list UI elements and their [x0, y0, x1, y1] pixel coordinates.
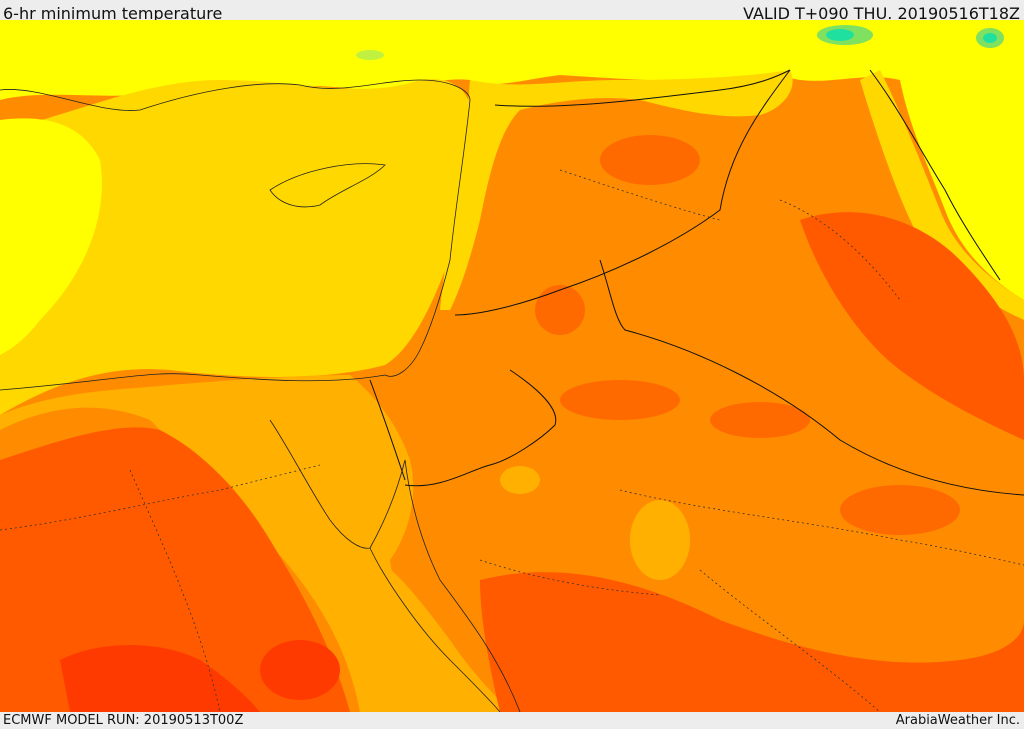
coast-red-sea-e	[404, 459, 521, 712]
border-iraq-saudi	[599, 259, 1024, 496]
header-bar	[0, 0, 1024, 20]
border-iraq-syria	[454, 69, 791, 316]
coast-gulf-suez	[269, 419, 406, 549]
field-teal-patch-2	[983, 33, 997, 43]
coast-red-sea-w	[369, 547, 501, 712]
field-dark-orange-blob-4	[600, 135, 700, 185]
field-gold-east	[860, 70, 1024, 320]
coastlines	[0, 79, 521, 712]
field-yellow-north	[0, 20, 1024, 121]
coast-turkey	[0, 79, 471, 111]
borders	[369, 69, 1024, 496]
field-green-patch-3	[356, 50, 384, 60]
field-light-orange-egypt	[0, 375, 440, 712]
valid-time: VALID T+090 THU. 20190516T18Z	[743, 4, 1020, 23]
border-iraq-iran	[869, 69, 1001, 281]
field-dark-orange-blob-1	[560, 380, 680, 420]
credit: ArabiaWeather Inc.	[895, 713, 1020, 728]
temperature-map	[0, 20, 1024, 712]
field-red-sea	[360, 550, 510, 712]
field-sea-gold	[0, 79, 470, 415]
model-run: ECMWF MODEL RUN: 20190513T00Z	[3, 713, 244, 728]
field-light-orange-blob-2	[500, 466, 540, 494]
border-jordan-saudi	[404, 369, 557, 487]
coast-cyprus	[269, 163, 386, 208]
coast-egypt	[0, 373, 386, 391]
field-red-egypt	[60, 645, 260, 712]
field-red-egypt-2	[260, 640, 340, 700]
field-dark-orange-saudi-s	[480, 572, 1024, 712]
field-light-orange-blob	[630, 500, 690, 580]
field-yellow-west	[0, 118, 102, 356]
field-dark-orange-blob-2	[710, 402, 810, 438]
footer-bar	[0, 712, 1024, 729]
map-title: 6-hr minimum temperature	[3, 4, 223, 23]
field-yellow-east	[900, 80, 1024, 300]
field-gold-levant	[440, 70, 793, 310]
field-dark-orange-iraq	[800, 212, 1024, 440]
field-teal-patch	[826, 29, 854, 41]
border-egypt-israel	[369, 379, 406, 481]
field-dark-orange-blob-3	[840, 485, 960, 535]
border-syria-north	[494, 69, 791, 107]
field-dark-orange-blob-5	[535, 285, 585, 335]
field-dark-orange-egypt	[0, 427, 350, 712]
coast-levant	[384, 99, 471, 377]
province-lines	[0, 169, 1024, 712]
